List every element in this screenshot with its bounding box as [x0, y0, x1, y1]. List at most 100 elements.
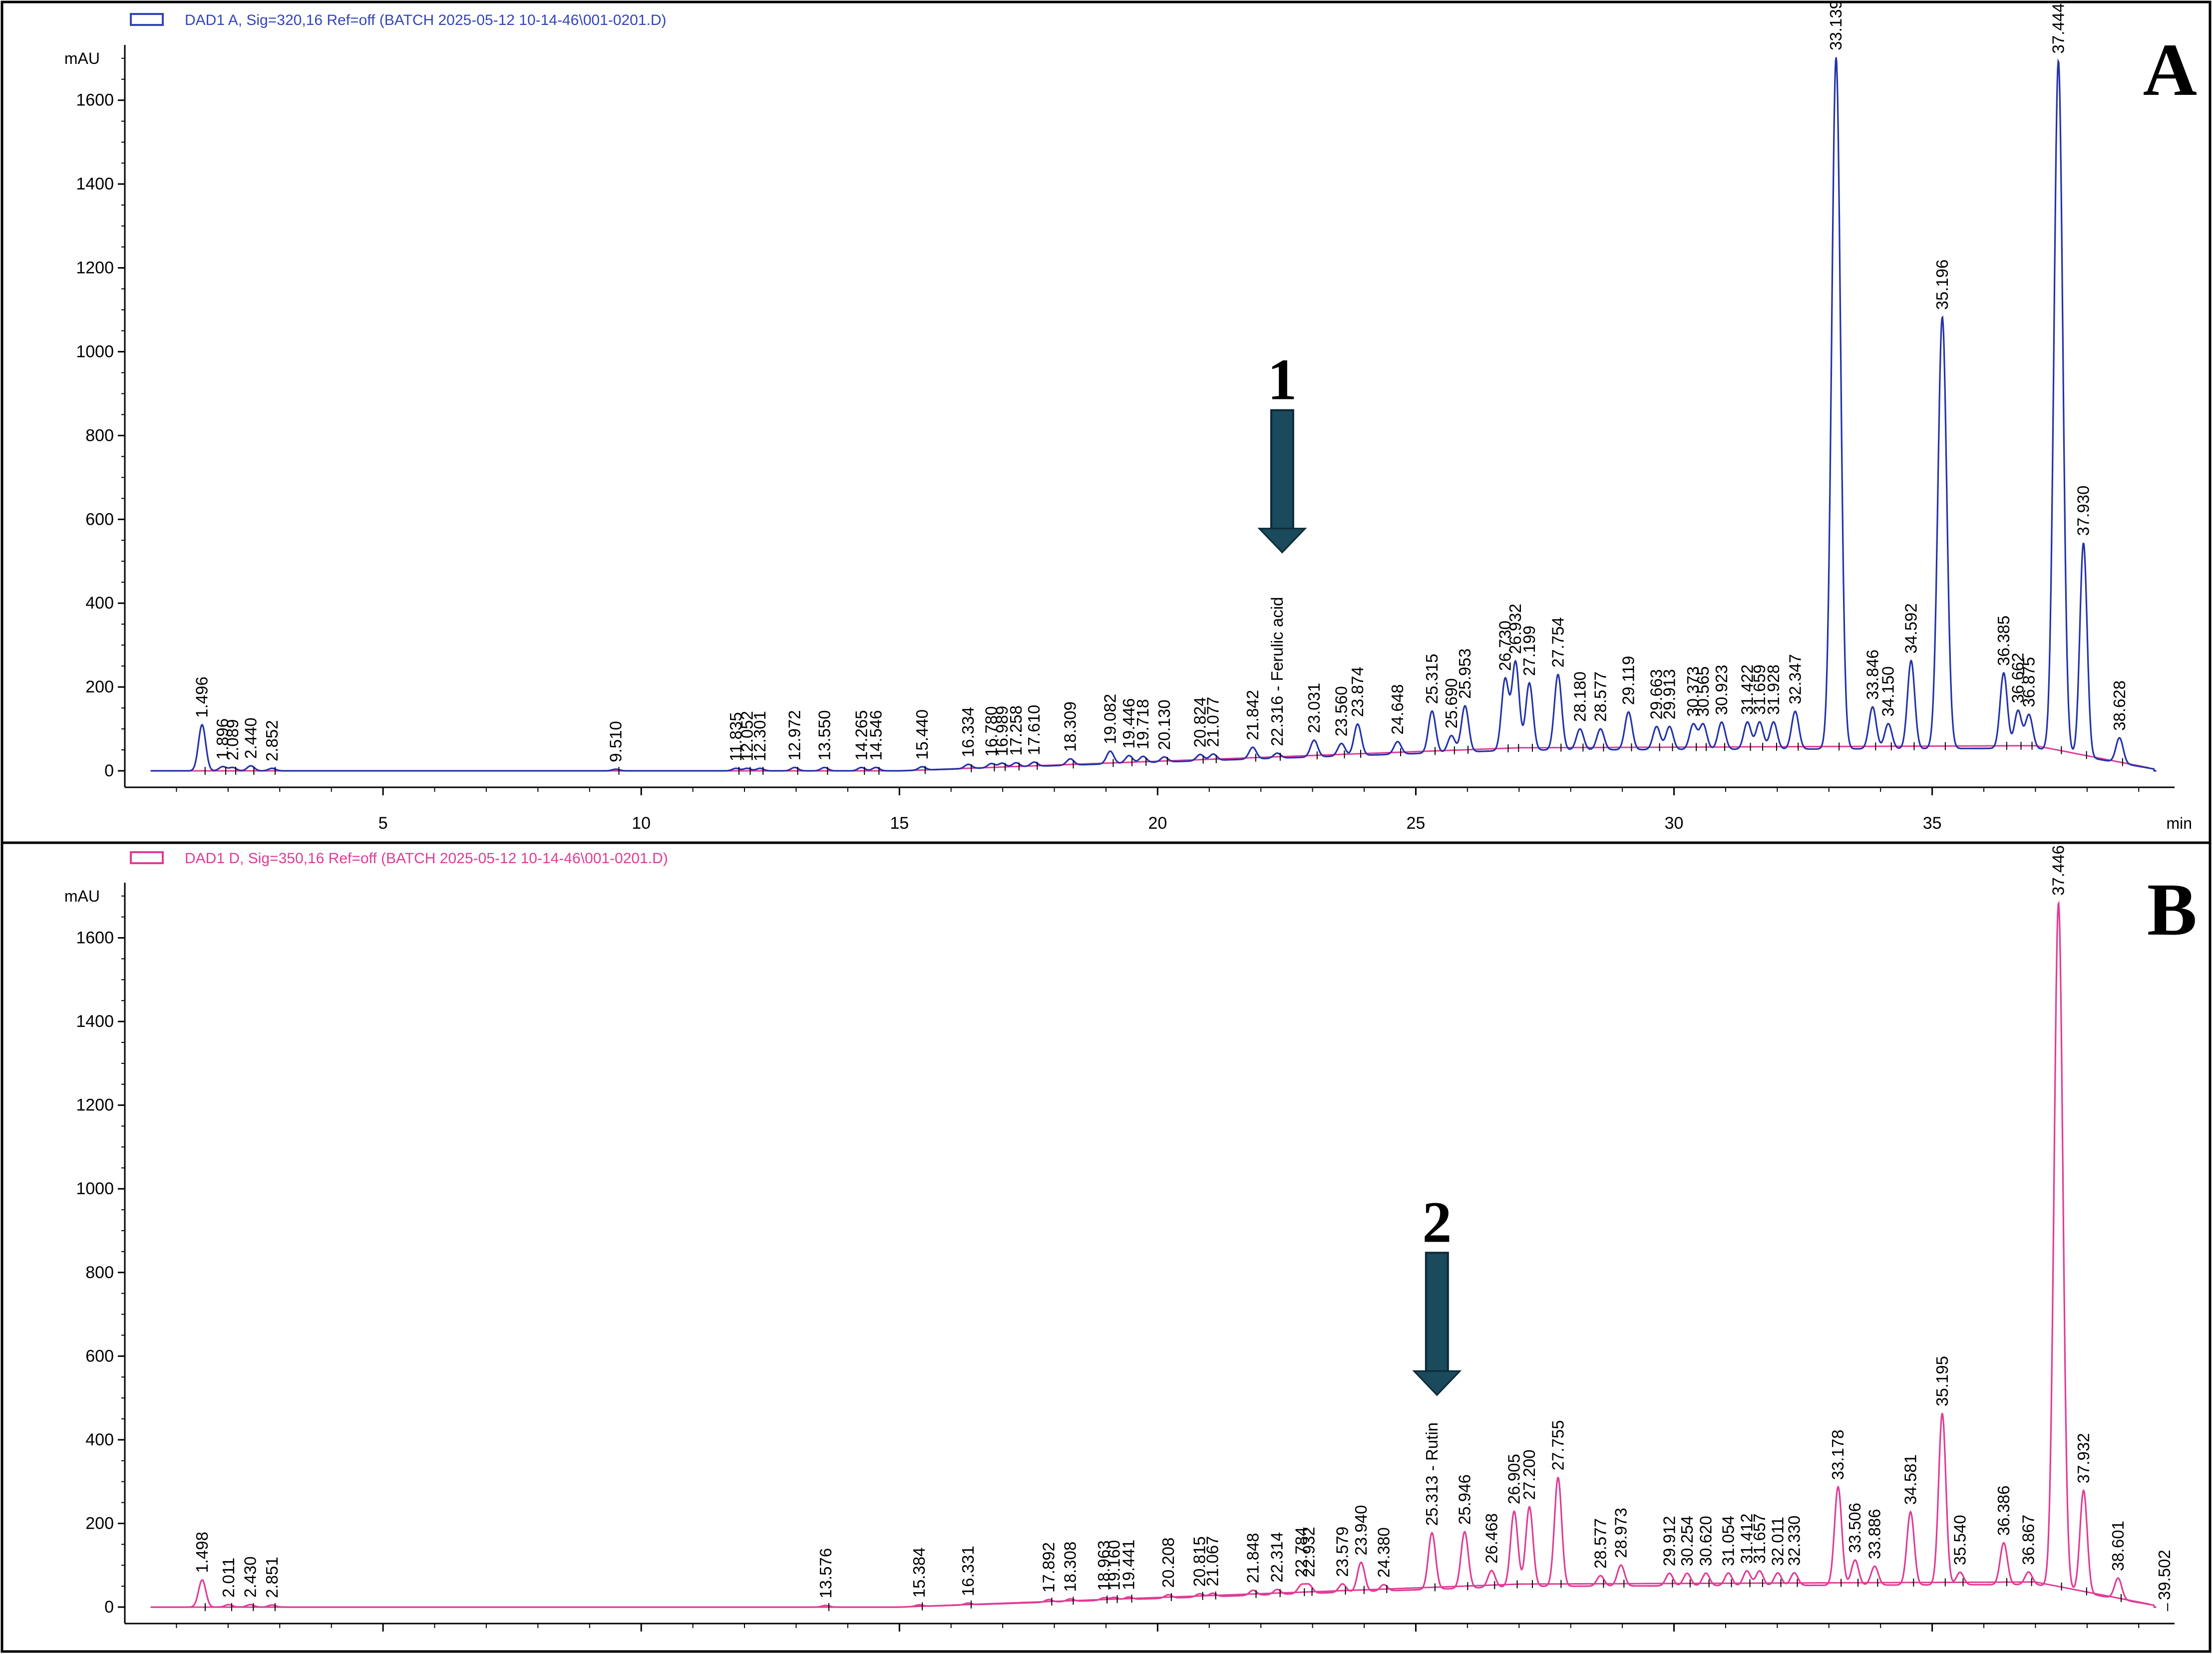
peak-label: 11.835	[727, 712, 745, 761]
peak-label: 2.011	[219, 1558, 238, 1598]
y-tick-label: 200	[85, 1514, 114, 1533]
peak-label: 2.440	[241, 717, 260, 759]
panel-letter: B	[2147, 868, 2197, 951]
peak-label: 31.422	[1738, 664, 1757, 715]
x-tick-label: 20	[1148, 814, 1167, 833]
peak-label: 20.208	[1159, 1537, 1177, 1588]
annotation-arrow-head	[1257, 528, 1307, 554]
peak-label: 33.178	[1829, 1429, 1847, 1480]
annotation-arrow-shaft	[1270, 409, 1294, 531]
peak-label: 16.331	[959, 1546, 977, 1596]
x-tick-label: 5	[378, 814, 388, 833]
peak-label: 31.054	[1719, 1516, 1738, 1566]
peak-label: 35.196	[1933, 260, 1951, 310]
peak-label: 23.940	[1352, 1505, 1370, 1556]
peak-label: 28.180	[1570, 671, 1589, 722]
y-axis-unit: mAU	[64, 49, 100, 67]
peak-label: 13.576	[816, 1548, 835, 1599]
y-tick-label: 1600	[76, 929, 114, 948]
peak-label: 21.077	[1204, 696, 1222, 747]
peak-label: 34.581	[1901, 1454, 1919, 1505]
y-tick-label: 1400	[76, 175, 114, 194]
peak-label: 36.385	[1994, 616, 2013, 666]
peak-label: 36.867	[2019, 1515, 2038, 1565]
y-tick-label: 1000	[76, 1179, 114, 1198]
panel-letter: A	[2143, 28, 2197, 111]
peak-label: 27.755	[1548, 1420, 1567, 1471]
peak-label: 25.690	[1442, 678, 1461, 728]
peak-label: 22.784	[1292, 1527, 1310, 1578]
annotation-number: 2	[1422, 1189, 1452, 1255]
y-tick-label: 400	[85, 1430, 114, 1449]
peak-label: 2.851	[263, 1557, 281, 1598]
y-tick-label: 800	[85, 426, 114, 445]
signal-trace	[150, 57, 2157, 772]
peak-label: 34.150	[1879, 666, 1897, 716]
peak-label: 22.932	[1300, 1527, 1318, 1577]
peak-label: 24.648	[1388, 684, 1407, 734]
y-tick-label: 600	[85, 510, 114, 529]
x-tick-label: 5	[378, 1653, 388, 1654]
peak-label: 24.380	[1374, 1527, 1393, 1578]
peak-label: 29.663	[1647, 669, 1666, 719]
peak-label: 1.498	[193, 1532, 211, 1573]
peak-label: 19.441	[1119, 1540, 1138, 1590]
peak-label: 13.550	[815, 710, 833, 760]
peak-label: 36.875	[2020, 657, 2038, 707]
peak-label: 23.874	[1348, 666, 1367, 717]
peak-label: 33.846	[1863, 650, 1881, 700]
peak-label: 15.384	[910, 1547, 928, 1598]
peak-label: 17.610	[1025, 705, 1043, 755]
y-tick-label: 1200	[76, 1096, 114, 1115]
annotation-arrow-head	[1412, 1370, 1462, 1396]
y-tick-label: 200	[85, 677, 114, 696]
x-tick-label: 15	[890, 1653, 909, 1654]
peak-label: 12.972	[785, 710, 804, 760]
peak-label: 26.932	[1506, 604, 1524, 654]
peak-label: 36.662	[2009, 653, 2027, 703]
peak-label: 19.718	[1133, 699, 1152, 749]
peak-label: 1.496	[193, 676, 211, 718]
peak-label: 28.577	[1591, 671, 1609, 722]
peak-label: 16.780	[982, 706, 1000, 756]
peak-label: 18.308	[1061, 1542, 1079, 1592]
peak-label: 25.953	[1456, 649, 1474, 699]
plot-area: 0 200 400 600 800 1000 1200 1400 1600 5 10 15 20 25 30…	[76, 845, 2175, 1654]
peak-label: 38.601	[2109, 1521, 2127, 1571]
peak-label: 21.842	[1243, 690, 1262, 740]
peak-label: 31.657	[1750, 1513, 1769, 1564]
peak-label: 27.754	[1548, 617, 1567, 667]
peak-label: 20.824	[1191, 697, 1209, 747]
peak-label: 20.130	[1155, 699, 1173, 750]
peak-label: 2.852	[263, 720, 281, 761]
peak-label: 30.923	[1712, 664, 1731, 715]
peak-label: 23.560	[1332, 686, 1351, 736]
x-axis-unit: min	[2166, 814, 2192, 832]
y-tick-label: 0	[104, 1598, 114, 1617]
x-tick-label: 25	[1407, 814, 1426, 833]
peak-label: 15.440	[913, 709, 931, 760]
peak-label: 27.200	[1520, 1449, 1538, 1500]
peak-label: 27.199	[1520, 626, 1538, 676]
peak-label: 14.546	[866, 710, 885, 760]
legend-color-box	[130, 851, 164, 864]
peak-label: 18.309	[1061, 701, 1080, 752]
x-tick-label: 20	[1148, 1653, 1167, 1654]
peak-label: 2.430	[241, 1556, 259, 1598]
peak-label: 31.928	[1764, 664, 1783, 715]
baseline-trace	[150, 1581, 2150, 1608]
peak-label: 18.963	[1095, 1540, 1113, 1591]
peak-label: 37.444	[2049, 3, 2067, 54]
peak-label: 20.815	[1190, 1536, 1209, 1587]
y-axis-unit: mAU	[64, 887, 100, 905]
x-axis-unit: min	[2166, 1653, 2192, 1654]
y-tick-label: 0	[104, 761, 114, 780]
legend-text: DAD1 D, Sig=350,16 Ref=off (BATCH 2025-0…	[185, 850, 668, 867]
peak-label: 35.195	[1933, 1356, 1951, 1406]
peak-label: 31.412	[1738, 1514, 1756, 1564]
peak-label: 30.620	[1697, 1516, 1715, 1566]
peak-label: 32.011	[1769, 1517, 1787, 1566]
peak-label: 39.502	[2155, 1550, 2174, 1600]
peak-label: 21.848	[1244, 1533, 1262, 1583]
x-tick-label: 35	[1923, 1653, 1942, 1654]
